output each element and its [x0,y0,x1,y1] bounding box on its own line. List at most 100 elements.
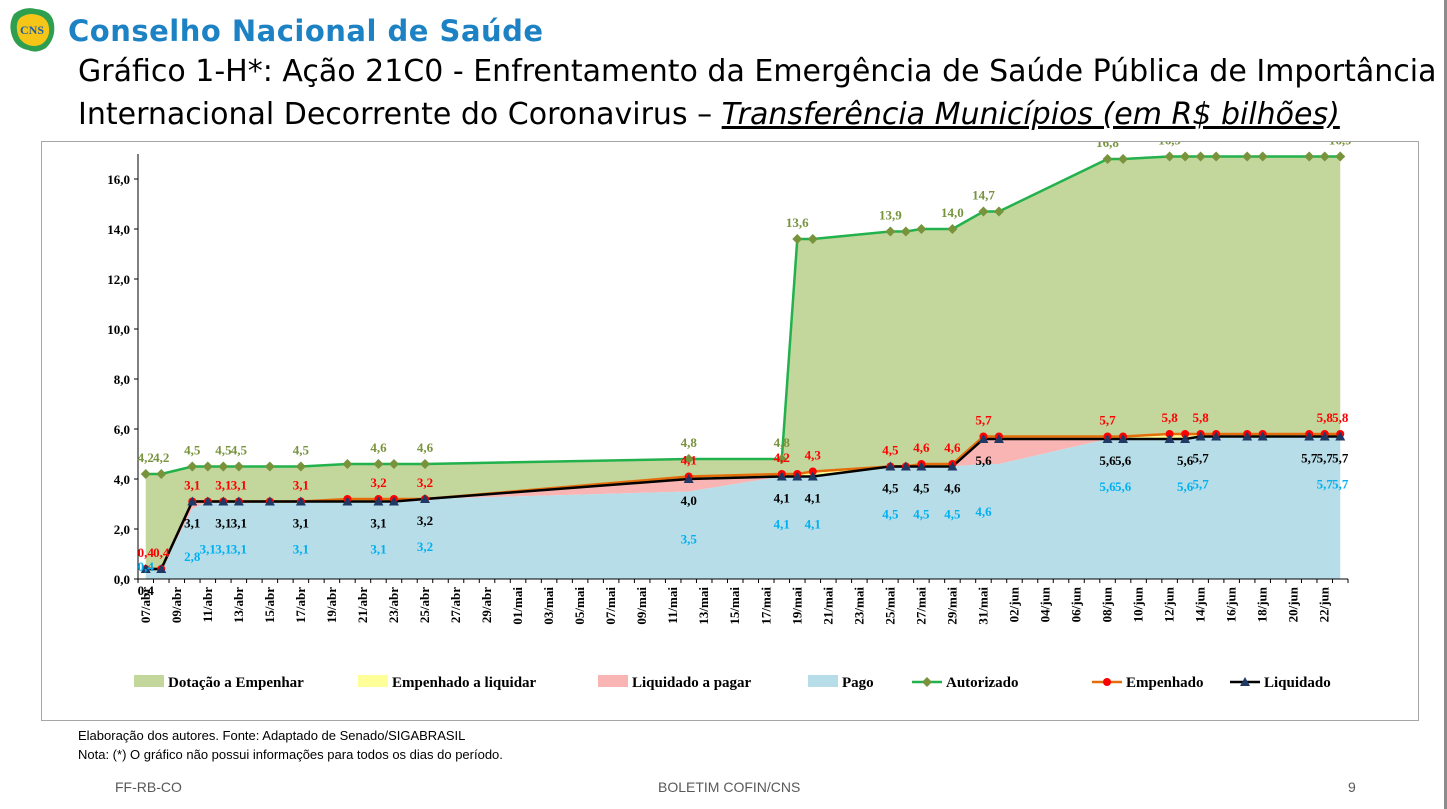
label-empenhado: 3,1 [231,478,247,493]
label-pago: 2,8 [184,549,201,564]
label-pago: 0,4 [138,559,155,574]
point-autorizado [264,461,275,472]
chart: 0,0 2,0 4,0 6,0 8,0 10,0 12,0 14,0 16,0 07/abr 09/… [107,133,1352,692]
label-empenhado: 3,1 [215,478,231,493]
point-autorizado [388,459,399,469]
label-liquidado: 5,7 [1301,451,1318,466]
label-autorizado: 4,2 [138,450,154,465]
point-liquidado [218,496,229,506]
label-autorizado: 4,5 [215,443,232,458]
label-liquidado: 4,5 [913,481,930,496]
source-note: Elaboração dos autores. Fonte: Adaptado … [78,728,466,743]
label-liquidado: 4,1 [805,491,821,506]
x-tick-label: 01/mai [510,587,525,625]
label-pago: 5,7 [1193,477,1210,492]
label-pago: 4,6 [975,504,992,519]
label-liquidado: 3,1 [215,516,231,531]
point-autorizado [419,459,430,469]
x-tick-label: 02/jun [1006,586,1021,622]
legend-label: Empenhado [1126,675,1204,691]
point-autorizado [140,469,151,479]
label-pago: 5,6 [1099,479,1116,494]
label-liquidado: 3,1 [184,516,200,531]
point-autorizado [792,234,803,244]
point-liquidado [900,461,911,471]
label-autorizado: 4,6 [370,440,387,455]
x-tick-label: 13/mai [696,587,711,625]
point-liquidado [683,474,694,483]
label-autorizado: 4,5 [293,443,310,458]
point-liquidado [342,496,353,506]
label-liquidado: 0,4 [138,583,155,598]
label-empenhado: 4,6 [944,440,961,455]
label-liquidado: 3,1 [293,516,309,531]
y-tick-label: 0,0 [114,572,130,587]
org-name: Conselho Nacional de Saúde [68,14,544,48]
x-tick-label: 11/mai [665,587,680,624]
x-tick-label: 27/mai [913,587,928,625]
label-liquidado: 4,1 [774,491,790,506]
area-pago [145,436,1341,579]
label-autorizado: 14,0 [941,205,964,220]
point-liquidado [1257,431,1268,441]
legend-label: Autorizado [946,675,1019,691]
label-pago: 3,2 [417,539,433,554]
label-empenhado: 3,1 [293,478,309,493]
label-autorizado: 14,7 [972,188,995,203]
x-tick-label: 15/abr [262,587,277,623]
point-liquidado [1211,431,1222,441]
label-empenhado: 4,1 [681,453,697,468]
label-empenhado: 5,7 [975,413,992,428]
y-tick-label: 10,0 [107,322,130,337]
label-pago: 3,1 [200,542,216,557]
label-pago: 5,7 [1317,477,1334,492]
x-tick-label: 09/abr [169,587,184,623]
legend-label: Empenhado a liquidar [392,675,537,691]
label-empenhado: 5,8 [1161,410,1178,425]
point-liquidado [1180,434,1191,443]
point-autorizado [1335,151,1346,162]
period-note: Nota: (*) O gráfico não possui informaçõ… [78,747,503,762]
x-tick-label: 22/jun [1317,586,1332,622]
point-autorizado [187,461,198,472]
point-autorizado [1164,151,1175,162]
x-tick-label: 19/abr [324,587,339,623]
label-autorizado: 4,8 [774,435,791,450]
x-tick-label: 17/abr [293,587,308,623]
x-tick-label: 03/mai [541,587,556,625]
y-tick-label: 2,0 [114,522,130,537]
point-autorizado [993,206,1004,217]
point-autorizado [807,234,818,244]
legend-label: Dotação a Empenhar [168,675,304,691]
x-tick-label: 13/abr [231,587,246,623]
point-liquidado [776,471,787,481]
point-liquidado [807,471,818,481]
point-liquidado [947,461,958,471]
point-liquidado [1319,431,1330,441]
cns-logo: CNS [10,8,55,52]
area-dotacao-a-empenhar [145,156,1341,569]
point-liquidado [140,564,151,573]
logo-text: CNS [20,23,44,37]
point-autorizado [776,454,787,464]
point-liquidado [1118,434,1129,443]
x-tick-label: 29/abr [479,587,494,623]
legend-label: Pago [842,675,874,691]
x-tick-label: 07/abr [138,587,153,623]
label-empenhado: 5,7 [1099,413,1116,428]
point-liquidado [295,496,306,506]
label-autorizado: 4,5 [231,443,248,458]
label-liquidado: 5,7 [1193,451,1210,466]
legend-label: Liquidado [1264,675,1331,691]
label-liquidado: 5,6 [1115,453,1132,468]
x-tick-label: 25/mai [882,587,897,625]
slide-edge [1444,0,1447,809]
point-autorizado [218,461,229,472]
label-empenhado: 3,2 [370,475,386,490]
x-tick-label: 21/mai [820,587,835,625]
label-autorizado: 16,9 [1329,142,1352,148]
point-liquidado [1304,431,1315,441]
title-sub: Transferência Municípios (em R$ bilhões) [721,97,1340,132]
label-liquidado: 5,7 [1317,451,1334,466]
label-pago: 3,1 [215,542,231,557]
